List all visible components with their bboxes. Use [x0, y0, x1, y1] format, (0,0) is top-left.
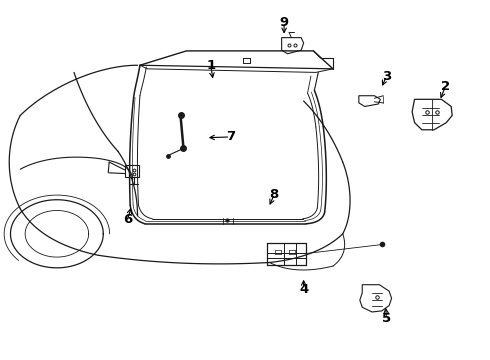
- Text: 7: 7: [226, 130, 235, 144]
- Text: 1: 1: [206, 59, 216, 72]
- Text: 4: 4: [299, 283, 308, 296]
- Text: 6: 6: [123, 213, 132, 226]
- Text: 9: 9: [279, 16, 289, 29]
- Text: 5: 5: [382, 311, 391, 325]
- Text: 3: 3: [382, 69, 392, 82]
- Text: 8: 8: [270, 188, 279, 201]
- Text: 2: 2: [441, 80, 450, 93]
